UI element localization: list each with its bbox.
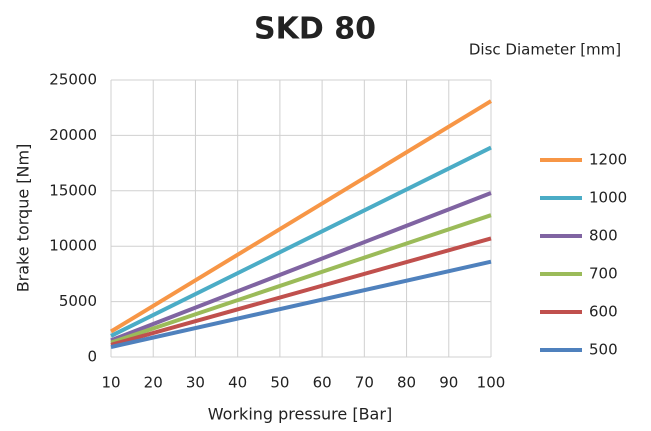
legend-label: 1200 bbox=[589, 151, 627, 169]
series-line bbox=[110, 213, 492, 345]
legend-label: 600 bbox=[589, 303, 618, 321]
x-tick-label: 100 bbox=[477, 374, 506, 392]
series-line bbox=[110, 145, 492, 338]
x-tick-label: 70 bbox=[355, 374, 374, 392]
y-tick-label: 0 bbox=[87, 348, 97, 366]
x-tick-label: 50 bbox=[270, 374, 289, 392]
y-tick-label: 15000 bbox=[49, 181, 97, 199]
y-tick-label: 20000 bbox=[49, 126, 97, 144]
y-tick-label: 5000 bbox=[59, 292, 97, 310]
x-tick-label: 60 bbox=[313, 374, 332, 392]
x-tick-label: 20 bbox=[144, 374, 163, 392]
y-tick-label: 10000 bbox=[49, 237, 97, 255]
legend-label: 1000 bbox=[589, 189, 627, 207]
y-tick-label: 25000 bbox=[49, 71, 97, 89]
series-line bbox=[109, 99, 493, 334]
series-line bbox=[110, 259, 492, 349]
y-axis-label: Brake torque [Nm] bbox=[14, 144, 33, 293]
x-tick-label: 80 bbox=[397, 374, 416, 392]
x-axis-label: Working pressure [Bar] bbox=[208, 405, 392, 424]
x-tick-label: 90 bbox=[439, 374, 458, 392]
x-tick-label: 30 bbox=[186, 374, 205, 392]
chart-title: SKD 80 bbox=[254, 12, 376, 47]
legend-label: 700 bbox=[589, 265, 618, 283]
x-tick-label: 10 bbox=[101, 374, 120, 392]
series-line bbox=[110, 236, 492, 347]
legend-label: 500 bbox=[589, 341, 618, 359]
legend-label: 800 bbox=[589, 227, 618, 245]
x-tick-label: 40 bbox=[228, 374, 247, 392]
legend-title: Disc Diameter [mm] bbox=[469, 41, 621, 59]
series-line bbox=[110, 191, 492, 343]
